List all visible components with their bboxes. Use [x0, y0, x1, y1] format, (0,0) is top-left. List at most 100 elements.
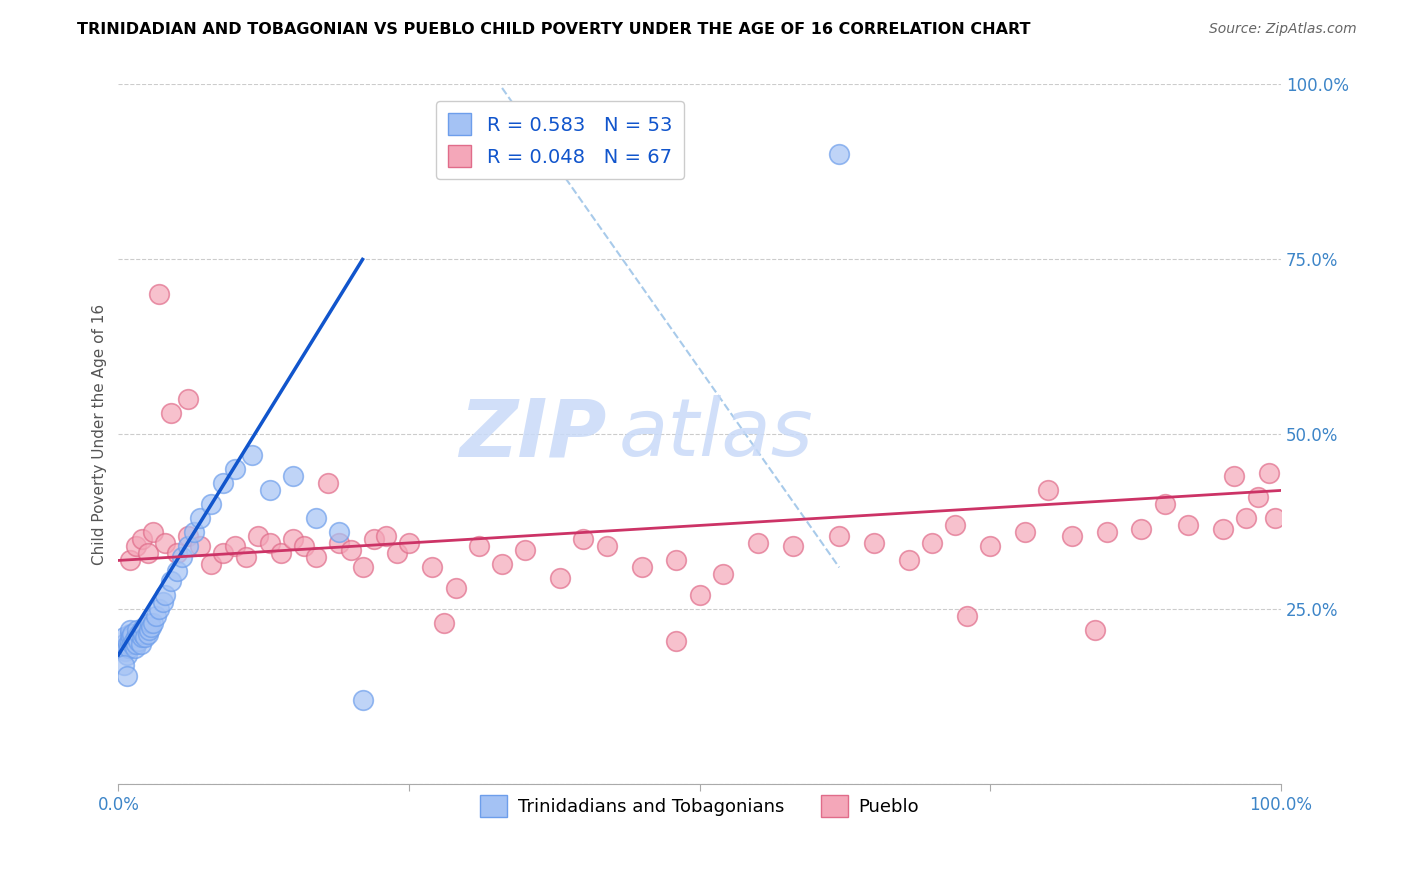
Point [863, 536, 886, 550]
Text: TRINIDADIAN AND TOBAGONIAN VS PUEBLO CHILD POVERTY UNDER THE AGE OF 16 CORRELATI: TRINIDADIAN AND TOBAGONIAN VS PUEBLO CHI… [77, 22, 1031, 37]
Point [1130, 522, 1153, 536]
Point [120, 553, 142, 567]
Point [305, 549, 328, 564]
Point [114, 644, 136, 658]
Text: ZIP: ZIP [460, 395, 607, 474]
Point [433, 616, 456, 631]
Point [979, 540, 1001, 554]
Point [305, 511, 328, 525]
Point [121, 637, 143, 651]
Point [132, 627, 155, 641]
Point [120, 634, 142, 648]
Point [246, 529, 269, 543]
Point [212, 546, 235, 560]
Point [1060, 529, 1083, 543]
Point [138, 624, 160, 638]
Point [281, 533, 304, 547]
Point [747, 536, 769, 550]
Point [115, 669, 138, 683]
Point [125, 637, 148, 651]
Point [515, 543, 537, 558]
Point [125, 631, 148, 645]
Point [1247, 491, 1270, 505]
Point [172, 549, 194, 564]
Point [259, 483, 281, 498]
Point [294, 540, 316, 554]
Point [212, 476, 235, 491]
Point [136, 627, 159, 641]
Point [956, 609, 979, 624]
Point [148, 287, 170, 301]
Point [134, 631, 156, 645]
Point [122, 634, 145, 648]
Point [328, 536, 350, 550]
Point [224, 462, 246, 476]
Point [340, 543, 363, 558]
Point [1264, 511, 1286, 525]
Point [374, 529, 396, 543]
Point [1038, 483, 1060, 498]
Point [183, 525, 205, 540]
Point [166, 564, 188, 578]
Point [131, 624, 153, 638]
Point [945, 518, 967, 533]
Point [153, 589, 176, 603]
Point [115, 648, 138, 662]
Point [235, 549, 257, 564]
Point [1014, 525, 1036, 540]
Point [142, 616, 165, 631]
Point [1234, 511, 1257, 525]
Point [153, 536, 176, 550]
Point [188, 540, 211, 554]
Point [665, 553, 688, 567]
Point [159, 406, 181, 420]
Point [921, 536, 943, 550]
Point [120, 631, 142, 645]
Point [420, 560, 443, 574]
Point [711, 567, 734, 582]
Point [188, 511, 211, 525]
Point [398, 536, 420, 550]
Point [125, 624, 148, 638]
Point [112, 640, 135, 655]
Point [131, 533, 153, 547]
Point [177, 540, 200, 554]
Y-axis label: Child Poverty Under the Age of 16: Child Poverty Under the Age of 16 [93, 304, 107, 565]
Point [112, 658, 135, 673]
Point [689, 589, 711, 603]
Point [200, 498, 222, 512]
Point [572, 533, 595, 547]
Point [665, 634, 688, 648]
Point [127, 634, 149, 648]
Point [139, 620, 162, 634]
Point [1223, 469, 1246, 483]
Point [352, 560, 374, 574]
Point [630, 560, 652, 574]
Point [828, 147, 851, 161]
Text: Source: ZipAtlas.com: Source: ZipAtlas.com [1209, 22, 1357, 37]
Point [177, 392, 200, 407]
Point [131, 631, 153, 645]
Point [136, 546, 159, 560]
Point [124, 640, 146, 655]
Point [112, 637, 135, 651]
Point [159, 574, 181, 589]
Point [1212, 522, 1234, 536]
Point [270, 546, 292, 560]
Point [548, 571, 571, 585]
Point [444, 582, 467, 596]
Point [782, 540, 804, 554]
Point [125, 540, 148, 554]
Point [177, 529, 200, 543]
Point [328, 525, 350, 540]
Point [1084, 624, 1107, 638]
Point [118, 640, 141, 655]
Point [1153, 498, 1175, 512]
Point [129, 637, 152, 651]
Point [120, 624, 142, 638]
Point [316, 476, 339, 491]
Point [1258, 466, 1281, 480]
Point [128, 627, 150, 641]
Point [139, 616, 162, 631]
Point [259, 536, 281, 550]
